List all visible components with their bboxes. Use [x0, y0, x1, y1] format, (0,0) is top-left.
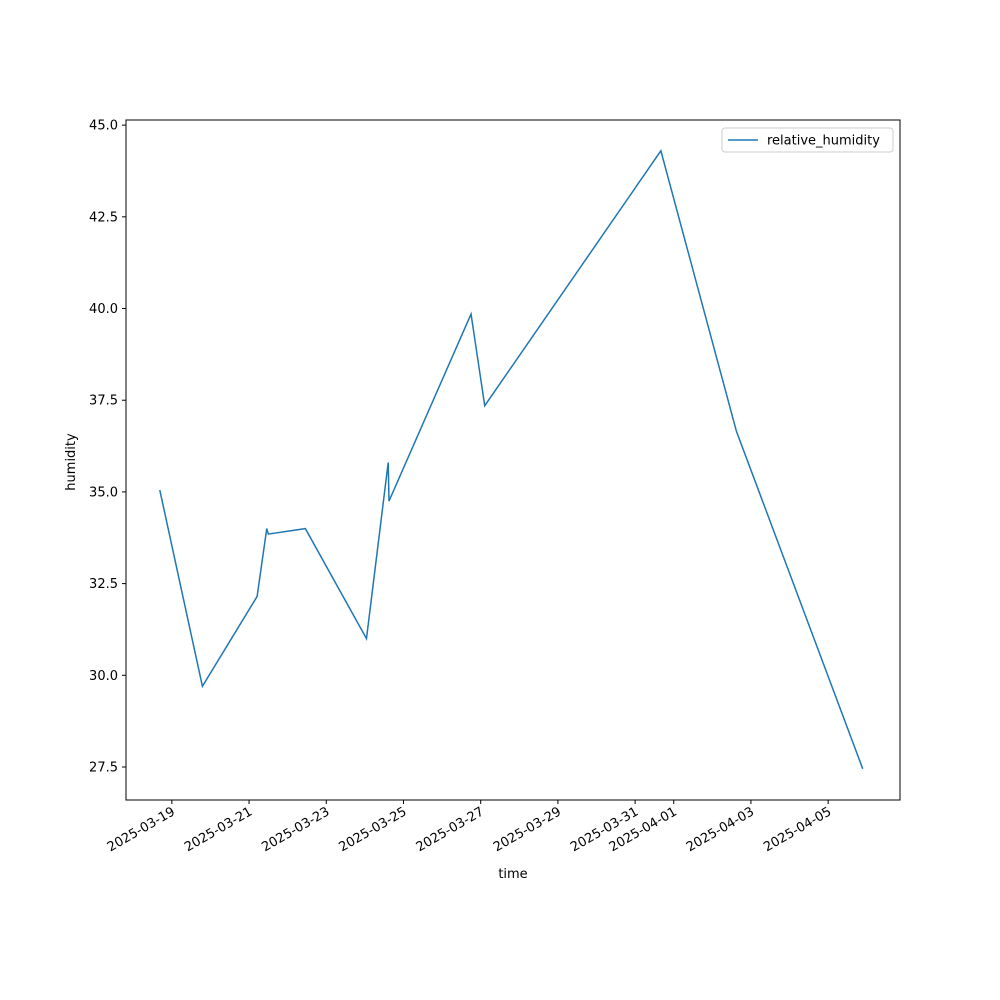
y-tick-label: 40.0 [89, 302, 118, 317]
y-tick-label: 30.0 [89, 669, 118, 684]
x-tick-label: 2025-03-23 [259, 804, 332, 855]
x-tick-label: 2025-03-25 [337, 804, 410, 855]
x-tick-label: 2025-03-29 [491, 804, 564, 855]
y-tick-label: 42.5 [89, 210, 118, 225]
x-tick-label: 2025-04-05 [761, 804, 834, 855]
x-tick-label: 2025-03-19 [105, 804, 178, 855]
x-tick-label: 2025-03-21 [182, 804, 255, 855]
legend-label: relative_humidity [767, 134, 880, 149]
x-axis-label: time [498, 867, 527, 882]
plot-frame [125, 119, 901, 801]
y-tick-label: 35.0 [89, 485, 118, 500]
legend-box [721, 127, 894, 153]
x-tick-label: 2025-03-27 [414, 804, 487, 855]
y-tick-label: 45.0 [89, 119, 118, 134]
x-tick-label: 2025-04-03 [684, 804, 757, 855]
y-axis-label: humidity [64, 433, 79, 491]
y-tick-label: 37.5 [89, 394, 118, 409]
y-tick-label: 32.5 [89, 577, 118, 592]
y-tick-label: 27.5 [89, 760, 118, 775]
data-line [159, 149, 864, 770]
